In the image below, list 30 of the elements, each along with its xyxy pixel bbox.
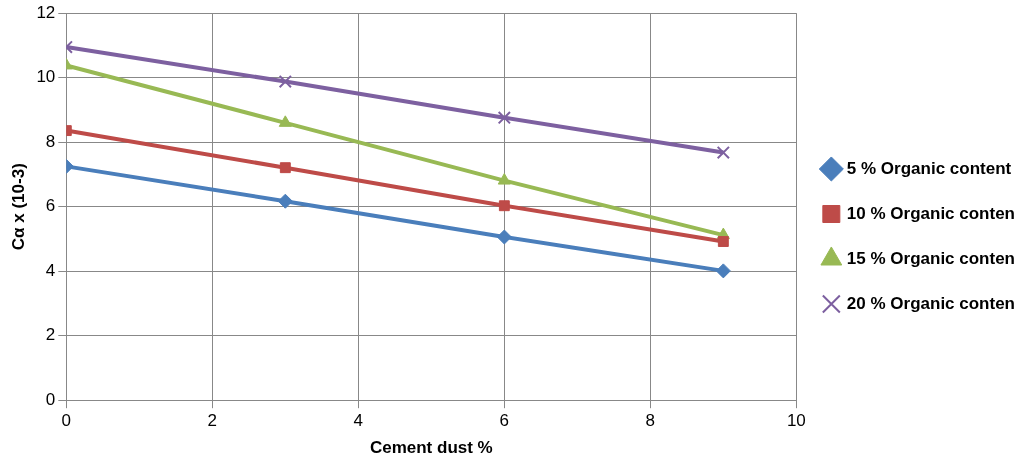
y-axis-title: Cα x (10-3) [8,163,28,251]
x-axis-title: Cement dust % [369,438,493,458]
y-tick-label: 2 [45,325,56,345]
x-tick-label: 0 [61,411,72,431]
point [497,111,511,125]
y-tick-label: 4 [45,260,56,280]
point [497,173,511,185]
legend-label: 20 % Organic conten [846,293,1016,313]
point [496,229,512,245]
legend-label: 15 % Organic conten [846,248,1016,268]
x-tick-label: 4 [353,411,364,431]
y-tick-label: 0 [45,389,56,409]
legend-label: 10 % Organic conten [846,203,1016,223]
point [715,263,731,279]
y-tick-label: 6 [45,196,56,216]
point [277,193,293,209]
x-tick-label: 2 [207,411,218,431]
legend-label: 5 % Organic content [846,158,1012,178]
y-tick-label: 12 [36,2,56,22]
y-tick-label: 10 [36,67,56,87]
x-tick-label: 6 [499,411,510,431]
point [278,115,292,127]
point [498,200,510,212]
x-tick-label: 8 [645,411,656,431]
point [716,145,730,160]
point [279,162,291,174]
y-tick-label: 8 [45,131,56,151]
point [278,74,292,89]
point [717,236,729,247]
x-tick-label: 10 [786,411,806,431]
